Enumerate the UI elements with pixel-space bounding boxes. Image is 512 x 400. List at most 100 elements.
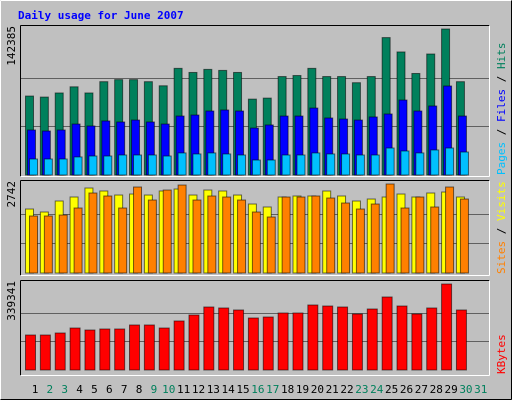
x-tick-label: 1 [32, 383, 39, 396]
bar [54, 332, 66, 371]
bar [381, 296, 393, 371]
bar [88, 155, 98, 176]
bar [58, 214, 68, 274]
bar [266, 216, 276, 274]
bar [43, 215, 53, 274]
bar [129, 324, 141, 371]
bar [281, 154, 291, 176]
bar [237, 154, 247, 176]
y-tick-label: 339341 [5, 281, 18, 321]
chart-title: Daily usage for June 2007 [18, 9, 184, 22]
bar [411, 313, 423, 371]
bar [266, 159, 276, 176]
x-tick-label: 19 [296, 383, 309, 396]
bar [162, 189, 172, 274]
bar [251, 211, 261, 274]
bar [84, 329, 96, 371]
x-tick-label: 11 [177, 383, 190, 396]
x-tick-label: 25 [385, 383, 398, 396]
bar [222, 196, 232, 274]
bar [233, 309, 245, 371]
bar [69, 327, 81, 371]
bar [262, 316, 274, 371]
bar [341, 202, 351, 274]
x-tick-label: 31 [474, 383, 487, 396]
bar [147, 199, 157, 274]
x-tick-label: 24 [370, 383, 384, 396]
bar [88, 192, 98, 274]
x-tick-label: 13 [207, 383, 220, 396]
legend-entry: Visits [495, 181, 508, 221]
bar [445, 147, 455, 176]
legend: Sites / Visits [495, 181, 508, 274]
bar [173, 320, 185, 371]
x-tick-label: 4 [76, 383, 83, 396]
x-tick-label: 14 [222, 383, 236, 396]
bar [430, 149, 440, 176]
bar [103, 195, 113, 274]
bar [311, 152, 321, 176]
x-tick-label: 9 [151, 383, 158, 396]
bar [459, 151, 469, 176]
bar [277, 312, 289, 371]
bar [73, 156, 83, 176]
bar [103, 155, 113, 176]
x-tick-label: 17 [266, 383, 279, 396]
bar [192, 153, 202, 176]
legend: Pages / Files / Hits [495, 43, 508, 176]
bar [396, 305, 408, 371]
x-tick-label: 30 [459, 383, 472, 396]
x-tick-label: 7 [121, 383, 128, 396]
x-tick-label: 2 [47, 383, 54, 396]
x-tick-label: 22 [340, 383, 353, 396]
bar [73, 207, 83, 274]
x-tick-label: 15 [236, 383, 249, 396]
bar [237, 199, 247, 274]
bar [322, 305, 334, 371]
bar [207, 195, 217, 274]
bar [385, 147, 395, 176]
bar [25, 334, 36, 371]
x-tick-label: 10 [162, 383, 175, 396]
x-tick-label: 23 [355, 383, 368, 396]
bar [341, 153, 351, 176]
bar [281, 196, 291, 274]
bar [430, 206, 440, 274]
bar [385, 183, 395, 274]
bar [370, 154, 380, 176]
legend-separator: / [495, 221, 508, 241]
legend: KBytes [495, 334, 508, 374]
bar [400, 207, 410, 274]
bar [43, 158, 53, 176]
bar [218, 307, 230, 371]
y-tick-label: 142385 [5, 26, 18, 66]
bar [415, 196, 425, 274]
bar [118, 154, 128, 176]
bar [366, 308, 378, 371]
bar [251, 159, 261, 176]
bar [307, 304, 319, 371]
legend-entry: Pages [495, 142, 508, 175]
bar [355, 208, 365, 274]
bar [326, 153, 336, 176]
legend-separator: / [495, 69, 508, 89]
y-tick-label: 2742 [5, 181, 18, 208]
x-tick-label: 8 [136, 383, 143, 396]
bar [370, 203, 380, 274]
bar [355, 154, 365, 176]
bar [29, 158, 38, 176]
x-tick-label: 5 [91, 383, 98, 396]
bar [58, 158, 68, 176]
bar [222, 153, 232, 176]
x-tick-label: 6 [106, 383, 113, 396]
bar [400, 150, 410, 176]
bar [162, 155, 172, 176]
bar [29, 215, 38, 274]
bar [292, 312, 304, 371]
bar [147, 154, 157, 176]
bar [114, 328, 126, 371]
x-tick-label: 20 [311, 383, 324, 396]
legend-entry: Sites [495, 241, 508, 274]
bar [133, 154, 143, 176]
